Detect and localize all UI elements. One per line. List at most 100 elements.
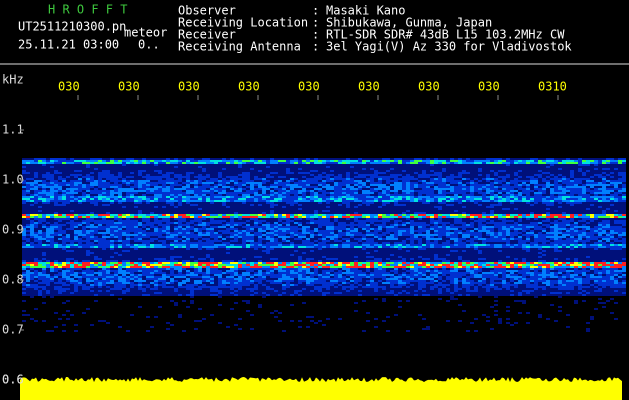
spectrogram-cell xyxy=(386,186,390,188)
spectrogram-cell xyxy=(270,220,274,222)
spectrogram-cell xyxy=(582,160,586,162)
spectrogram-cell xyxy=(310,204,314,206)
spectrogram-cell xyxy=(150,182,154,184)
spectrogram-cell xyxy=(502,216,506,218)
spectrogram-cell xyxy=(370,204,374,206)
spectrogram-cell xyxy=(226,194,230,196)
spectrogram-cell xyxy=(458,198,462,200)
spectrogram-cell xyxy=(450,212,454,214)
spectrogram-cell xyxy=(358,208,362,210)
spectrogram-cell xyxy=(370,174,374,176)
spectrogram-cell xyxy=(202,208,206,210)
spectrogram-cell xyxy=(66,164,70,166)
spectrogram-cell xyxy=(194,196,198,198)
spectrogram-cell xyxy=(74,186,78,188)
spectrogram-cell xyxy=(578,206,582,208)
spectrogram-cell xyxy=(46,212,50,214)
spectrogram-cell xyxy=(302,184,306,186)
spectrogram-cell xyxy=(50,158,54,160)
spectrogram-cell xyxy=(510,200,514,202)
spectrogram-cell xyxy=(402,200,406,202)
spectrogram-cell xyxy=(202,172,206,174)
spectrogram-cell xyxy=(342,204,346,206)
spectrogram-cell xyxy=(246,164,250,166)
spectrogram-cell xyxy=(434,206,438,208)
spectrogram-cell xyxy=(550,166,554,168)
spectrogram-cell xyxy=(202,178,206,180)
spectrogram-cell xyxy=(354,176,358,178)
spectrogram-cell xyxy=(282,168,286,170)
spectrogram-cell xyxy=(590,166,594,168)
spectrogram-cell xyxy=(194,216,198,218)
spectrogram-cell xyxy=(486,172,490,174)
spectrogram-cell xyxy=(326,206,330,208)
spectrogram-cell xyxy=(122,160,126,162)
spectrogram-cell xyxy=(574,188,578,190)
spectrogram-cell xyxy=(310,188,314,190)
spectrogram-cell xyxy=(26,166,30,168)
spectrogram-cell xyxy=(234,202,238,204)
spectrogram-cell xyxy=(242,168,246,170)
spectrogram-cell xyxy=(114,178,118,180)
spectrogram-cell xyxy=(426,164,430,166)
spectrogram-cell xyxy=(162,204,166,206)
spectrogram-cell xyxy=(318,180,322,182)
spectrogram-cell xyxy=(378,186,382,188)
spectrogram-cell xyxy=(430,196,434,198)
spectrogram-cell xyxy=(606,218,610,220)
spectrogram-cell xyxy=(582,196,586,198)
spectrogram-cell xyxy=(554,168,558,170)
spectrogram-cell xyxy=(214,188,218,190)
spectrogram-cell xyxy=(234,218,238,220)
spectrogram-cell xyxy=(454,194,458,196)
spectrogram-cell xyxy=(406,200,410,202)
spectrogram-cell xyxy=(206,196,210,198)
spectrogram-cell xyxy=(418,170,422,172)
spectrogram-cell xyxy=(202,210,206,212)
spectrogram-cell xyxy=(78,204,82,206)
spectrogram-cell xyxy=(54,188,58,190)
spectrogram-cell xyxy=(306,166,310,168)
spectrogram-cell xyxy=(310,158,314,160)
spectrogram-cell xyxy=(198,196,202,198)
spectrogram-cell xyxy=(54,200,58,202)
spectrogram-cell xyxy=(322,196,326,198)
spectrogram-cell xyxy=(506,162,510,164)
spectrogram-cell xyxy=(506,166,510,168)
spectrogram-cell xyxy=(54,174,58,176)
spectrogram-cell xyxy=(214,162,218,164)
spectrogram-cell xyxy=(550,186,554,188)
spectrogram-cell xyxy=(162,218,166,220)
spectrogram-cell xyxy=(506,204,510,206)
spectrogram-cell xyxy=(238,186,242,188)
spectrogram-cell xyxy=(198,184,202,186)
spectrogram-cell xyxy=(402,164,406,166)
spectrogram-cell xyxy=(570,160,574,162)
spectrogram-cell xyxy=(566,168,570,170)
spectrogram-cell xyxy=(222,172,226,174)
spectrogram-cell xyxy=(602,200,606,202)
spectrogram-cell xyxy=(366,164,370,166)
spectrogram-cell xyxy=(30,190,34,192)
spectrogram-cell xyxy=(478,222,482,224)
spectrogram-cell xyxy=(162,184,166,186)
spectrogram-cell xyxy=(398,170,402,172)
spectrogram-cell xyxy=(226,206,230,208)
spectrogram-cell xyxy=(94,176,98,178)
spectrogram-cell xyxy=(146,210,150,212)
spectrogram-cell xyxy=(382,198,386,200)
spectrogram-cell xyxy=(314,174,318,176)
spectrogram-cell xyxy=(210,200,214,202)
spectrogram-cell xyxy=(382,210,386,212)
spectrogram-cell xyxy=(290,194,294,196)
spectrogram-cell xyxy=(86,200,90,202)
spectrogram-cell xyxy=(454,170,458,172)
spectrogram-cell xyxy=(594,160,598,162)
spectrogram-cell xyxy=(338,220,342,222)
spectrogram-cell xyxy=(286,174,290,176)
spectrogram-cell xyxy=(406,210,410,212)
spectrogram-cell xyxy=(166,196,170,198)
spectrogram-cell xyxy=(374,178,378,180)
spectrogram-cell xyxy=(598,208,602,210)
spectrogram-cell xyxy=(398,180,402,182)
